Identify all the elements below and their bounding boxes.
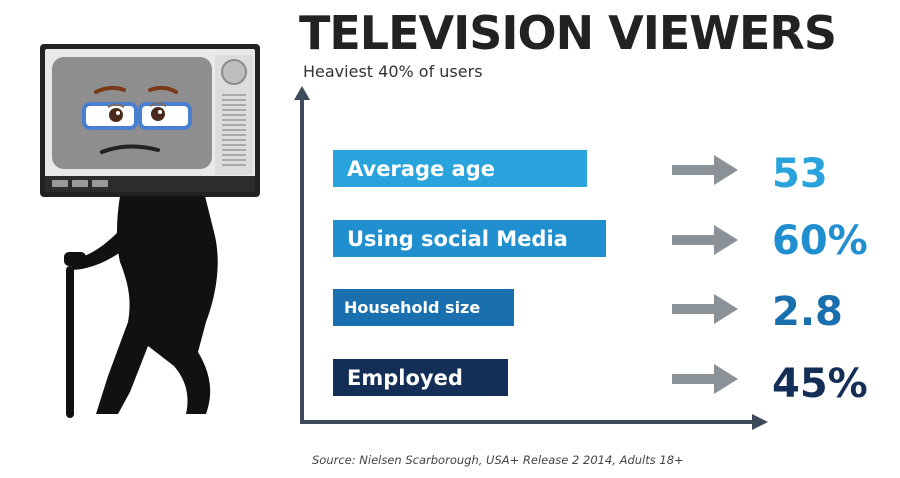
right-arrow-icon xyxy=(672,364,738,394)
page-title: TELEVISION VIEWERS xyxy=(299,6,837,60)
stat-value-social-media: 60% xyxy=(772,218,868,264)
stat-label-household-size: Household size xyxy=(333,289,514,326)
stat-value-household-size: 2.8 xyxy=(772,289,843,335)
source-note: Source: Nielsen Scarborough, USA+ Releas… xyxy=(312,453,684,467)
x-axis-arrowhead xyxy=(752,414,768,430)
stat-value-average-age: 53 xyxy=(772,151,828,197)
stat-label-social-media: Using social Media xyxy=(333,220,606,257)
figure-body xyxy=(64,196,218,414)
right-arrow-icon xyxy=(672,294,738,324)
old-man-tv-head-illustration xyxy=(40,44,260,418)
y-axis-arrowhead xyxy=(294,86,310,100)
right-arrow-icon xyxy=(672,155,738,185)
stat-label-average-age: Average age xyxy=(333,150,587,187)
tv-head xyxy=(40,44,260,197)
page-subtitle: Heaviest 40% of users xyxy=(303,62,483,81)
stat-label-employed: Employed xyxy=(333,359,508,396)
stat-value-employed: 45% xyxy=(772,361,868,407)
right-arrow-icon xyxy=(672,225,738,255)
